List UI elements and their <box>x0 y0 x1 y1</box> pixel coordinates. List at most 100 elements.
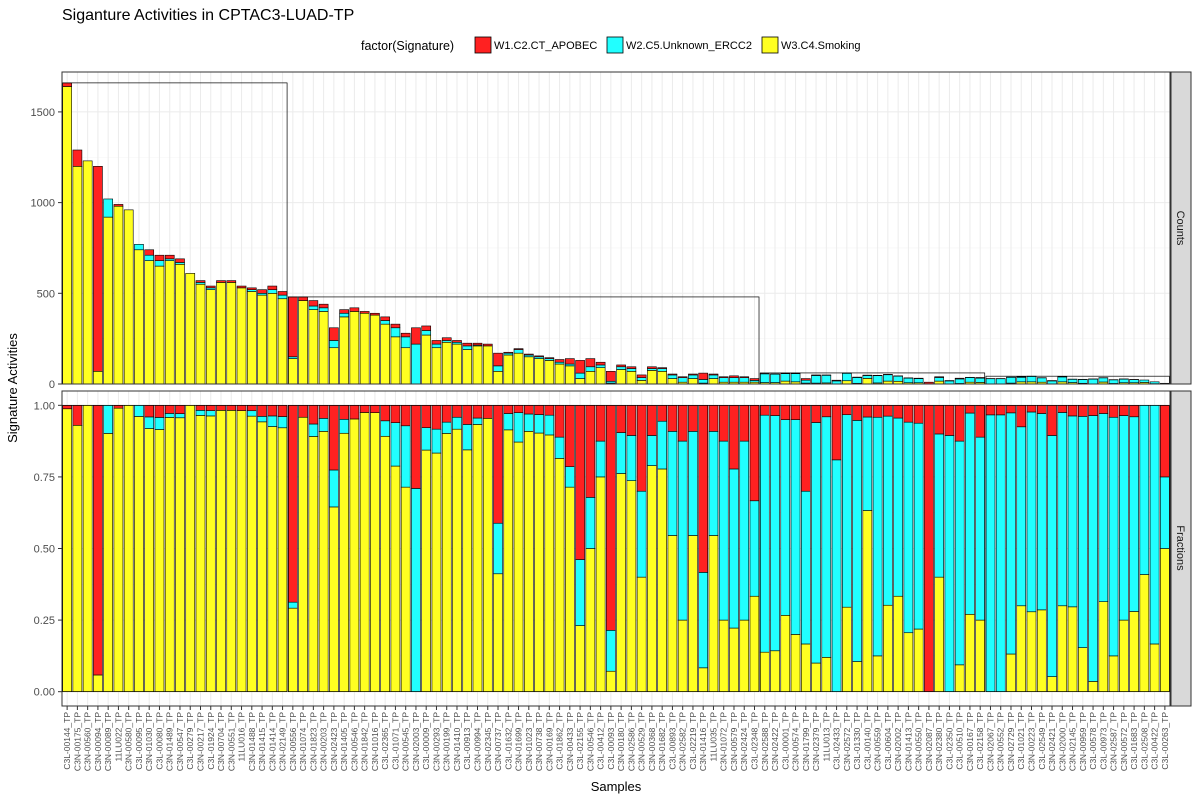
count-bar-smoking <box>688 378 698 385</box>
fraction-panel-border <box>61 390 1171 707</box>
fraction-bar-smoking <box>954 664 965 692</box>
fraction-bar-smoking <box>62 408 72 692</box>
count-bar-smoking <box>370 314 380 385</box>
fraction-bar-smoking <box>277 427 288 692</box>
legend-key-smoking <box>761 36 779 54</box>
fraction-bar-ercc2 <box>811 422 821 664</box>
fraction-bar-apobec <box>749 405 760 502</box>
fraction-bar-smoking <box>134 416 144 692</box>
fraction-bar-ercc2 <box>575 559 585 626</box>
count-bar-apobec <box>308 300 319 307</box>
count-bar-smoking <box>277 298 288 385</box>
fraction-bar-smoking <box>749 595 760 692</box>
fraction-bar-smoking <box>257 421 267 692</box>
fraction-bar-ercc2 <box>698 572 709 669</box>
count-bar-smoking <box>72 166 83 385</box>
fraction-bar-apobec <box>852 405 862 421</box>
count-bar-apobec <box>975 377 986 379</box>
fraction-bar-ercc2 <box>718 440 729 621</box>
count-bar-apobec <box>462 342 473 347</box>
fractions-strip-label: Fractions <box>1174 525 1186 571</box>
fraction-bar-ercc2 <box>636 490 647 578</box>
fractions-strip-bg <box>1170 390 1192 707</box>
x-tick-label: C3L-00263_TP <box>1160 712 1170 770</box>
fraction-bar-apobec <box>677 405 688 442</box>
x-tick-label: C3N-02145_TP <box>1068 712 1078 771</box>
fraction-bar-ercc2 <box>934 433 944 578</box>
count-bar-apobec <box>452 340 462 343</box>
x-tick-label: C3N-01074_TP <box>298 712 308 771</box>
fraction-bar-smoking <box>329 506 339 692</box>
fraction-bar-smoking <box>523 431 534 692</box>
count-bar-smoking <box>441 341 452 385</box>
count-bar-ercc2 <box>595 364 606 368</box>
fraction-bar-ercc2 <box>708 431 719 536</box>
fraction-bar-smoking <box>421 449 432 692</box>
count-bar-smoking <box>113 205 124 385</box>
count-bar-apobec <box>595 361 606 366</box>
x-tick-label: C3N-00180_TP <box>616 712 626 771</box>
x-tick-label: C3L-00510_TP <box>955 712 965 770</box>
x-tick-label: C3N-00433_TP <box>565 712 575 771</box>
count-bar-apobec <box>349 307 360 312</box>
fraction-bar-ercc2 <box>175 413 185 419</box>
counts-panel: 0 500 1000 1500 <box>31 71 1171 391</box>
count-bar-ercc2 <box>729 377 739 383</box>
count-bar-apobec <box>606 371 616 382</box>
fraction-bar-ercc2 <box>1139 405 1150 575</box>
count-bar-apobec <box>62 82 72 87</box>
fraction-bar-apobec <box>349 405 360 420</box>
fraction-bar-smoking <box>626 480 637 692</box>
count-bar-apobec <box>739 376 750 378</box>
count-bar-apobec <box>164 254 175 260</box>
count-bar-ercc2 <box>667 374 678 379</box>
fraction-bar-apobec <box>113 405 124 409</box>
count-bar-apobec <box>93 166 103 372</box>
count-bar-ercc2 <box>329 340 339 349</box>
x-tick-label: C3N-00959_TP <box>1078 712 1088 771</box>
fraction-bar-apobec <box>698 405 709 573</box>
count-bar-ercc2 <box>390 327 401 338</box>
x-tick-label: C3L-02350_TP <box>944 712 954 770</box>
fraction-bar-smoking <box>1108 655 1119 692</box>
count-bar-smoking <box>205 289 216 385</box>
x-tick-label: C3N-00167_TP <box>965 712 975 771</box>
count-bar-ercc2 <box>872 375 883 384</box>
fraction-bar-smoking <box>677 619 688 692</box>
x-tick-label: C3N-00546_TP <box>349 712 359 771</box>
fraction-bar-smoking <box>1036 609 1047 692</box>
fraction-bar-ercc2 <box>380 420 390 437</box>
fraction-bar-ercc2 <box>534 414 544 434</box>
fraction-bar-smoking <box>1077 647 1088 692</box>
count-y-tick-label: 0 <box>49 379 55 391</box>
count-bar-apobec <box>226 280 237 283</box>
count-bar-smoking <box>616 369 626 385</box>
count-bar-ercc2 <box>616 366 626 370</box>
count-bar-apobec <box>441 337 452 341</box>
fraction-bar-ercc2 <box>790 419 801 635</box>
count-bar-apobec <box>503 351 514 354</box>
fraction-bar-apobec <box>965 405 975 414</box>
count-bar-ercc2 <box>339 312 349 318</box>
fraction-bar-apobec <box>154 405 165 418</box>
fraction-bar-smoking <box>739 619 750 692</box>
count-bar-apobec <box>339 309 349 314</box>
count-bar-ercc2 <box>1119 378 1129 384</box>
fraction-bar-ercc2 <box>585 497 596 549</box>
count-bar-smoking <box>585 371 596 385</box>
count-bar-smoking <box>534 358 544 385</box>
fraction-bar-apobec <box>452 405 462 418</box>
fraction-bar-smoking <box>718 619 729 692</box>
fraction-bar-smoking <box>862 510 873 692</box>
count-bar-ercc2 <box>1047 380 1057 385</box>
count-bar-apobec <box>800 378 811 381</box>
fraction-bar-ercc2 <box>421 427 432 451</box>
x-tick-label: C3N-00094_TP <box>93 712 103 771</box>
fraction-bar-smoking <box>554 458 565 692</box>
x-tick-label: C3N-01488_TP <box>247 712 257 771</box>
fraction-bar-ercc2 <box>1006 412 1016 655</box>
fraction-group-outline <box>985 404 1170 693</box>
count-bar-apobec <box>298 296 308 301</box>
count-y-tick-label: 500 <box>37 288 55 300</box>
